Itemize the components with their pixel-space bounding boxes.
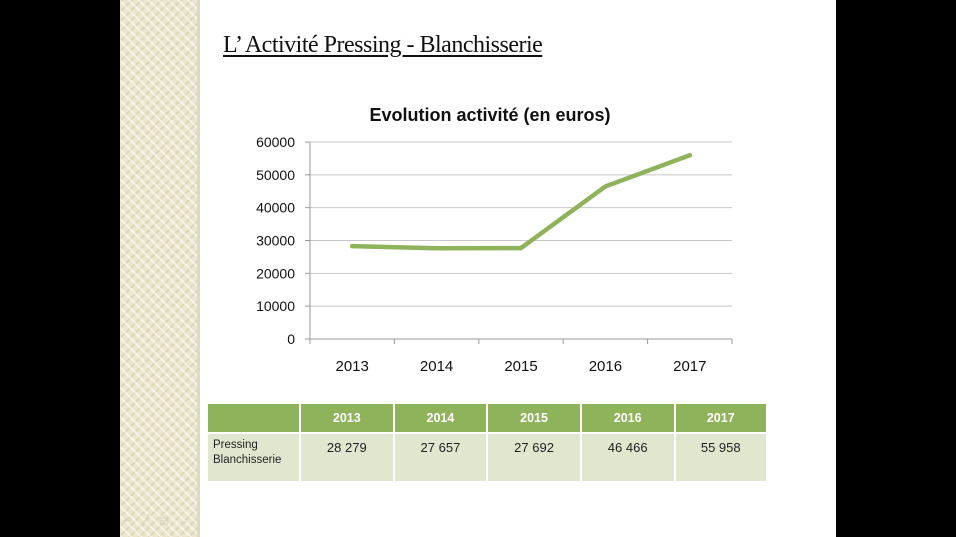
menu-icon[interactable]: ⌄ [179,515,189,527]
x-tick-label: 2014 [420,358,453,375]
table-cell: 27 692 [487,432,582,481]
table-cell: 28 279 [300,432,395,481]
data-point [519,246,523,251]
slideshow-controls: ↩ ╱ ▤ ⌄ [123,514,188,527]
x-axis-ticks: 2013 2014 2015 2016 2017 [309,339,733,375]
data-point [350,244,355,249]
decorative-border [120,0,200,537]
row-label-line: Blanchisserie [213,454,282,466]
slide-title: L’ Activité Pressing - Blanchisserie [223,32,543,58]
data-point [603,184,608,189]
table-cell: 55 958 [674,432,766,481]
chart-series [349,153,693,251]
x-tick-label: 2016 [589,358,622,375]
y-tick-label: 10000 [256,298,295,314]
x-tick-label: 2017 [673,358,706,375]
row-label-line: Pressing [213,439,258,451]
table-row-label: Pressing Blanchisserie [208,432,301,481]
x-tick-label: 2013 [336,358,369,375]
chart-title: Evolution activité (en euros) [369,105,610,125]
y-tick-label: 30000 [256,233,295,249]
y-tick-label: 0 [287,331,295,347]
y-tick-label: 40000 [256,200,295,216]
data-point [687,153,692,158]
table-header-cell: 2014 [393,404,489,433]
table-header-cell [208,404,301,433]
series-line [349,153,693,251]
table-cell: 46 466 [580,432,676,481]
y-axis-ticks: 0 10000 20000 30000 40000 50000 60000 [256,134,295,347]
chart-gridlines [305,141,732,340]
line-chart: Evolution activité (en euros) 0 10000 2000… [256,105,733,375]
table-header-cell: 2016 [580,404,676,433]
y-tick-label: 20000 [256,265,295,281]
table-cell: 27 657 [393,432,489,481]
data-table: 2013 2014 2015 2016 2017 Pressing Blanchi… [208,404,766,481]
table-row: Pressing Blanchisserie 28 279 27 657 27 6… [208,432,766,481]
x-tick-label: 2015 [504,358,537,375]
slide: L’ Activité Pressing - Blanchisserie Evo… [120,0,836,537]
back-icon[interactable]: ↩ [123,515,133,527]
data-point [434,246,439,251]
table-header-cell: 2013 [300,404,395,433]
decorative-border-edge [197,0,200,537]
y-tick-label: 50000 [256,167,295,183]
table-header-cell: 2017 [674,404,766,433]
table-header-row: 2013 2014 2015 2016 2017 [208,404,766,433]
slides-icon[interactable]: ▤ [158,515,170,527]
table-header-cell: 2015 [487,404,582,433]
y-tick-label: 60000 [256,134,295,150]
pen-icon[interactable]: ╱ [142,515,149,527]
